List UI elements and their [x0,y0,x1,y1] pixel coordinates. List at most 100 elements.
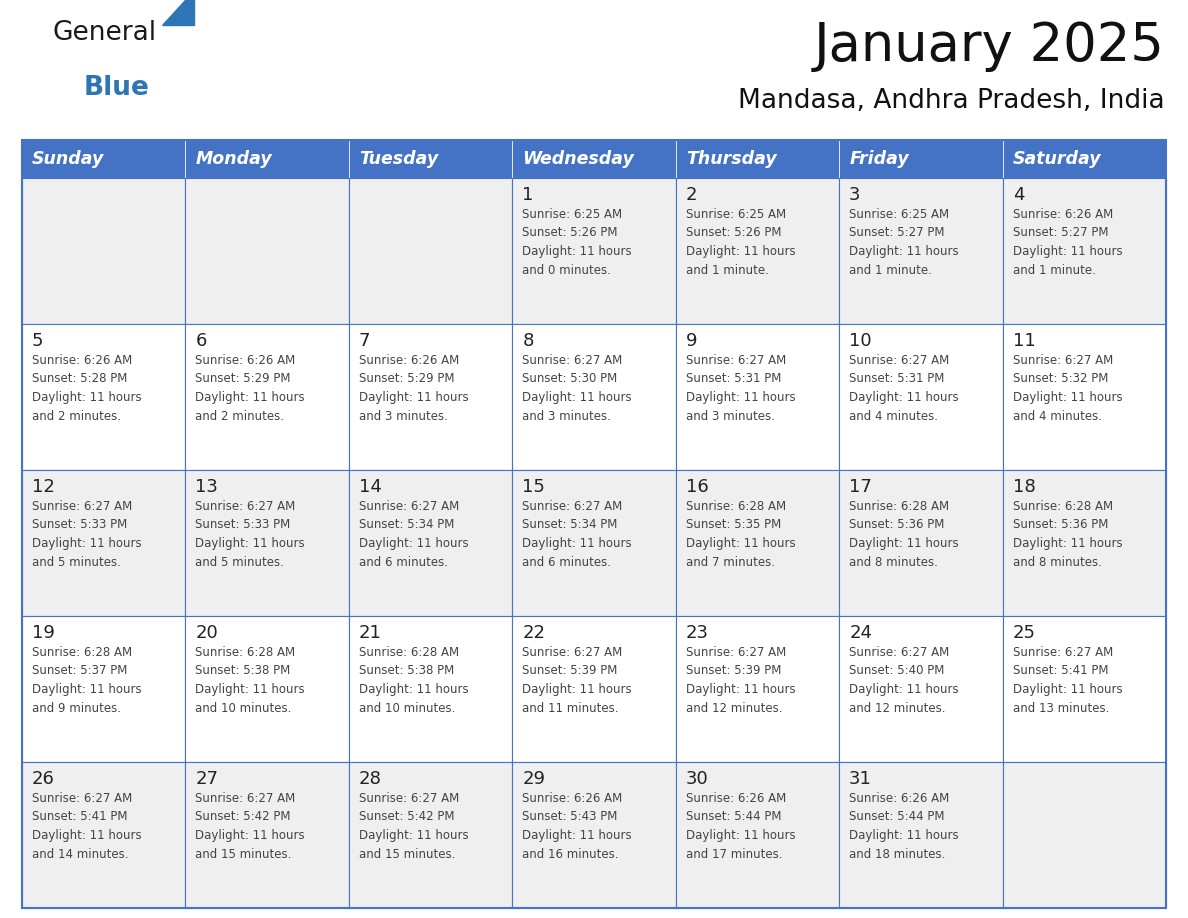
Bar [676,178,839,324]
Text: Sunrise: 6:26 AM
Sunset: 5:44 PM
Daylight: 11 hours
and 17 minutes.: Sunrise: 6:26 AM Sunset: 5:44 PM Dayligh… [685,792,795,860]
Text: 13: 13 [196,478,219,496]
Text: 1: 1 [523,186,533,204]
Text: 11: 11 [1012,332,1035,350]
Text: 27: 27 [196,770,219,788]
Bar [512,470,676,616]
Text: 23: 23 [685,624,709,642]
Text: Sunrise: 6:27 AM
Sunset: 5:39 PM
Daylight: 11 hours
and 12 minutes.: Sunrise: 6:27 AM Sunset: 5:39 PM Dayligh… [685,646,795,714]
Bar [676,470,839,616]
Text: Sunrise: 6:27 AM
Sunset: 5:41 PM
Daylight: 11 hours
and 14 minutes.: Sunrise: 6:27 AM Sunset: 5:41 PM Dayligh… [32,792,141,860]
Bar [349,762,512,908]
Text: Sunrise: 6:25 AM
Sunset: 5:26 PM
Daylight: 11 hours
and 0 minutes.: Sunrise: 6:25 AM Sunset: 5:26 PM Dayligh… [523,208,632,276]
Bar [676,762,839,908]
Text: January 2025: January 2025 [814,20,1165,72]
Text: 24: 24 [849,624,872,642]
Bar [185,324,349,470]
Text: Sunrise: 6:26 AM
Sunset: 5:29 PM
Daylight: 11 hours
and 2 minutes.: Sunrise: 6:26 AM Sunset: 5:29 PM Dayligh… [196,354,305,422]
Bar [185,178,349,324]
Text: 21: 21 [359,624,381,642]
Text: 17: 17 [849,478,872,496]
Text: General: General [52,20,156,46]
Text: Sunrise: 6:26 AM
Sunset: 5:29 PM
Daylight: 11 hours
and 3 minutes.: Sunrise: 6:26 AM Sunset: 5:29 PM Dayligh… [359,354,468,422]
Bar [676,616,839,762]
Bar [839,324,1003,470]
Text: 10: 10 [849,332,872,350]
Bar [349,178,512,324]
Text: Sunrise: 6:26 AM
Sunset: 5:43 PM
Daylight: 11 hours
and 16 minutes.: Sunrise: 6:26 AM Sunset: 5:43 PM Dayligh… [523,792,632,860]
Text: Sunrise: 6:27 AM
Sunset: 5:40 PM
Daylight: 11 hours
and 12 minutes.: Sunrise: 6:27 AM Sunset: 5:40 PM Dayligh… [849,646,959,714]
Bar [839,140,1003,178]
Text: 6: 6 [196,332,207,350]
Bar [185,140,349,178]
Text: 22: 22 [523,624,545,642]
Bar [349,470,512,616]
Bar [1003,616,1165,762]
Text: 30: 30 [685,770,708,788]
Text: Sunrise: 6:27 AM
Sunset: 5:42 PM
Daylight: 11 hours
and 15 minutes.: Sunrise: 6:27 AM Sunset: 5:42 PM Dayligh… [359,792,468,860]
Bar [839,470,1003,616]
Text: Sunrise: 6:27 AM
Sunset: 5:39 PM
Daylight: 11 hours
and 11 minutes.: Sunrise: 6:27 AM Sunset: 5:39 PM Dayligh… [523,646,632,714]
Text: 26: 26 [32,770,55,788]
Bar [23,140,1165,908]
Bar [1003,324,1165,470]
Bar [512,178,676,324]
Polygon shape [162,0,194,25]
Text: Sunrise: 6:28 AM
Sunset: 5:37 PM
Daylight: 11 hours
and 9 minutes.: Sunrise: 6:28 AM Sunset: 5:37 PM Dayligh… [32,646,141,714]
Text: Sunrise: 6:27 AM
Sunset: 5:34 PM
Daylight: 11 hours
and 6 minutes.: Sunrise: 6:27 AM Sunset: 5:34 PM Dayligh… [523,500,632,568]
Bar [676,324,839,470]
Text: Sunrise: 6:28 AM
Sunset: 5:36 PM
Daylight: 11 hours
and 8 minutes.: Sunrise: 6:28 AM Sunset: 5:36 PM Dayligh… [849,500,959,568]
Text: Sunrise: 6:26 AM
Sunset: 5:44 PM
Daylight: 11 hours
and 18 minutes.: Sunrise: 6:26 AM Sunset: 5:44 PM Dayligh… [849,792,959,860]
Text: Blue: Blue [84,75,150,101]
Text: Sunrise: 6:26 AM
Sunset: 5:28 PM
Daylight: 11 hours
and 2 minutes.: Sunrise: 6:26 AM Sunset: 5:28 PM Dayligh… [32,354,141,422]
Text: Sunrise: 6:27 AM
Sunset: 5:41 PM
Daylight: 11 hours
and 13 minutes.: Sunrise: 6:27 AM Sunset: 5:41 PM Dayligh… [1012,646,1123,714]
Text: 2: 2 [685,186,697,204]
Text: Monday: Monday [196,150,272,168]
Text: Sunrise: 6:27 AM
Sunset: 5:33 PM
Daylight: 11 hours
and 5 minutes.: Sunrise: 6:27 AM Sunset: 5:33 PM Dayligh… [196,500,305,568]
Bar [23,324,185,470]
Text: 25: 25 [1012,624,1036,642]
Text: Sunday: Sunday [32,150,105,168]
Bar [512,762,676,908]
Bar [839,762,1003,908]
Text: 20: 20 [196,624,219,642]
Text: Saturday: Saturday [1012,150,1101,168]
Bar [512,324,676,470]
Text: Thursday: Thursday [685,150,777,168]
Bar [349,140,512,178]
Bar [839,178,1003,324]
Text: Sunrise: 6:28 AM
Sunset: 5:36 PM
Daylight: 11 hours
and 8 minutes.: Sunrise: 6:28 AM Sunset: 5:36 PM Dayligh… [1012,500,1123,568]
Text: Sunrise: 6:27 AM
Sunset: 5:42 PM
Daylight: 11 hours
and 15 minutes.: Sunrise: 6:27 AM Sunset: 5:42 PM Dayligh… [196,792,305,860]
Bar [512,616,676,762]
Text: 8: 8 [523,332,533,350]
Bar [1003,762,1165,908]
Text: Friday: Friday [849,150,909,168]
Text: 16: 16 [685,478,708,496]
Text: Wednesday: Wednesday [523,150,634,168]
Text: Sunrise: 6:27 AM
Sunset: 5:32 PM
Daylight: 11 hours
and 4 minutes.: Sunrise: 6:27 AM Sunset: 5:32 PM Dayligh… [1012,354,1123,422]
Bar [23,140,185,178]
Bar [23,470,185,616]
Text: Sunrise: 6:25 AM
Sunset: 5:27 PM
Daylight: 11 hours
and 1 minute.: Sunrise: 6:25 AM Sunset: 5:27 PM Dayligh… [849,208,959,276]
Bar [23,762,185,908]
Text: Sunrise: 6:27 AM
Sunset: 5:33 PM
Daylight: 11 hours
and 5 minutes.: Sunrise: 6:27 AM Sunset: 5:33 PM Dayligh… [32,500,141,568]
Bar [1003,470,1165,616]
Bar [23,178,185,324]
Text: Tuesday: Tuesday [359,150,438,168]
Text: Sunrise: 6:28 AM
Sunset: 5:38 PM
Daylight: 11 hours
and 10 minutes.: Sunrise: 6:28 AM Sunset: 5:38 PM Dayligh… [196,646,305,714]
Text: 4: 4 [1012,186,1024,204]
Text: 19: 19 [32,624,55,642]
Text: 9: 9 [685,332,697,350]
Bar [23,616,185,762]
Bar [185,470,349,616]
Text: Sunrise: 6:25 AM
Sunset: 5:26 PM
Daylight: 11 hours
and 1 minute.: Sunrise: 6:25 AM Sunset: 5:26 PM Dayligh… [685,208,795,276]
Text: Sunrise: 6:27 AM
Sunset: 5:30 PM
Daylight: 11 hours
and 3 minutes.: Sunrise: 6:27 AM Sunset: 5:30 PM Dayligh… [523,354,632,422]
Text: 12: 12 [32,478,55,496]
Text: 28: 28 [359,770,381,788]
Text: 15: 15 [523,478,545,496]
Text: 5: 5 [32,332,44,350]
Text: Sunrise: 6:27 AM
Sunset: 5:34 PM
Daylight: 11 hours
and 6 minutes.: Sunrise: 6:27 AM Sunset: 5:34 PM Dayligh… [359,500,468,568]
Bar [839,616,1003,762]
Bar [1003,178,1165,324]
Text: Sunrise: 6:26 AM
Sunset: 5:27 PM
Daylight: 11 hours
and 1 minute.: Sunrise: 6:26 AM Sunset: 5:27 PM Dayligh… [1012,208,1123,276]
Bar [512,140,676,178]
